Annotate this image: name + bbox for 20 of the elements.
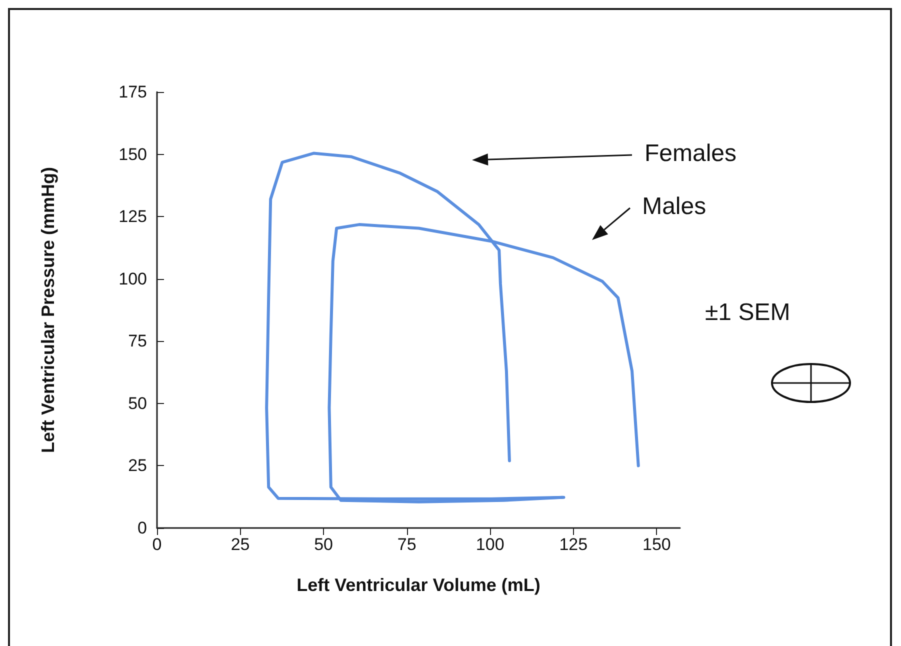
text: ±1 SEM	[705, 298, 790, 327]
x-tick-label: 25	[230, 535, 250, 554]
x-tick-label: 125	[559, 535, 588, 554]
y-tick-label: 75	[128, 332, 147, 351]
y-tick-label: 0	[138, 518, 147, 538]
y-tick-label: 175	[118, 82, 147, 102]
x-tick-label: 0	[152, 535, 162, 554]
x-tick-label: 75	[397, 535, 416, 554]
y-tick-label: 25	[128, 456, 147, 476]
text: Females	[644, 140, 737, 168]
y-tick-label: 50	[128, 394, 147, 413]
y-tick-label: 100	[118, 269, 147, 288]
y-tick-label: 150	[118, 144, 147, 164]
text: Males	[642, 192, 706, 221]
y-tick-label: 125	[118, 207, 147, 226]
x-axis-title: Left Ventricular Volume (mL)	[296, 575, 540, 595]
x-tick-label: 150	[642, 535, 671, 554]
x-tick-label: 50	[314, 535, 334, 554]
x-tick-label: 100	[476, 535, 504, 554]
y-axis-title: Left Ventricular Pressure (mmHg)	[38, 166, 58, 454]
